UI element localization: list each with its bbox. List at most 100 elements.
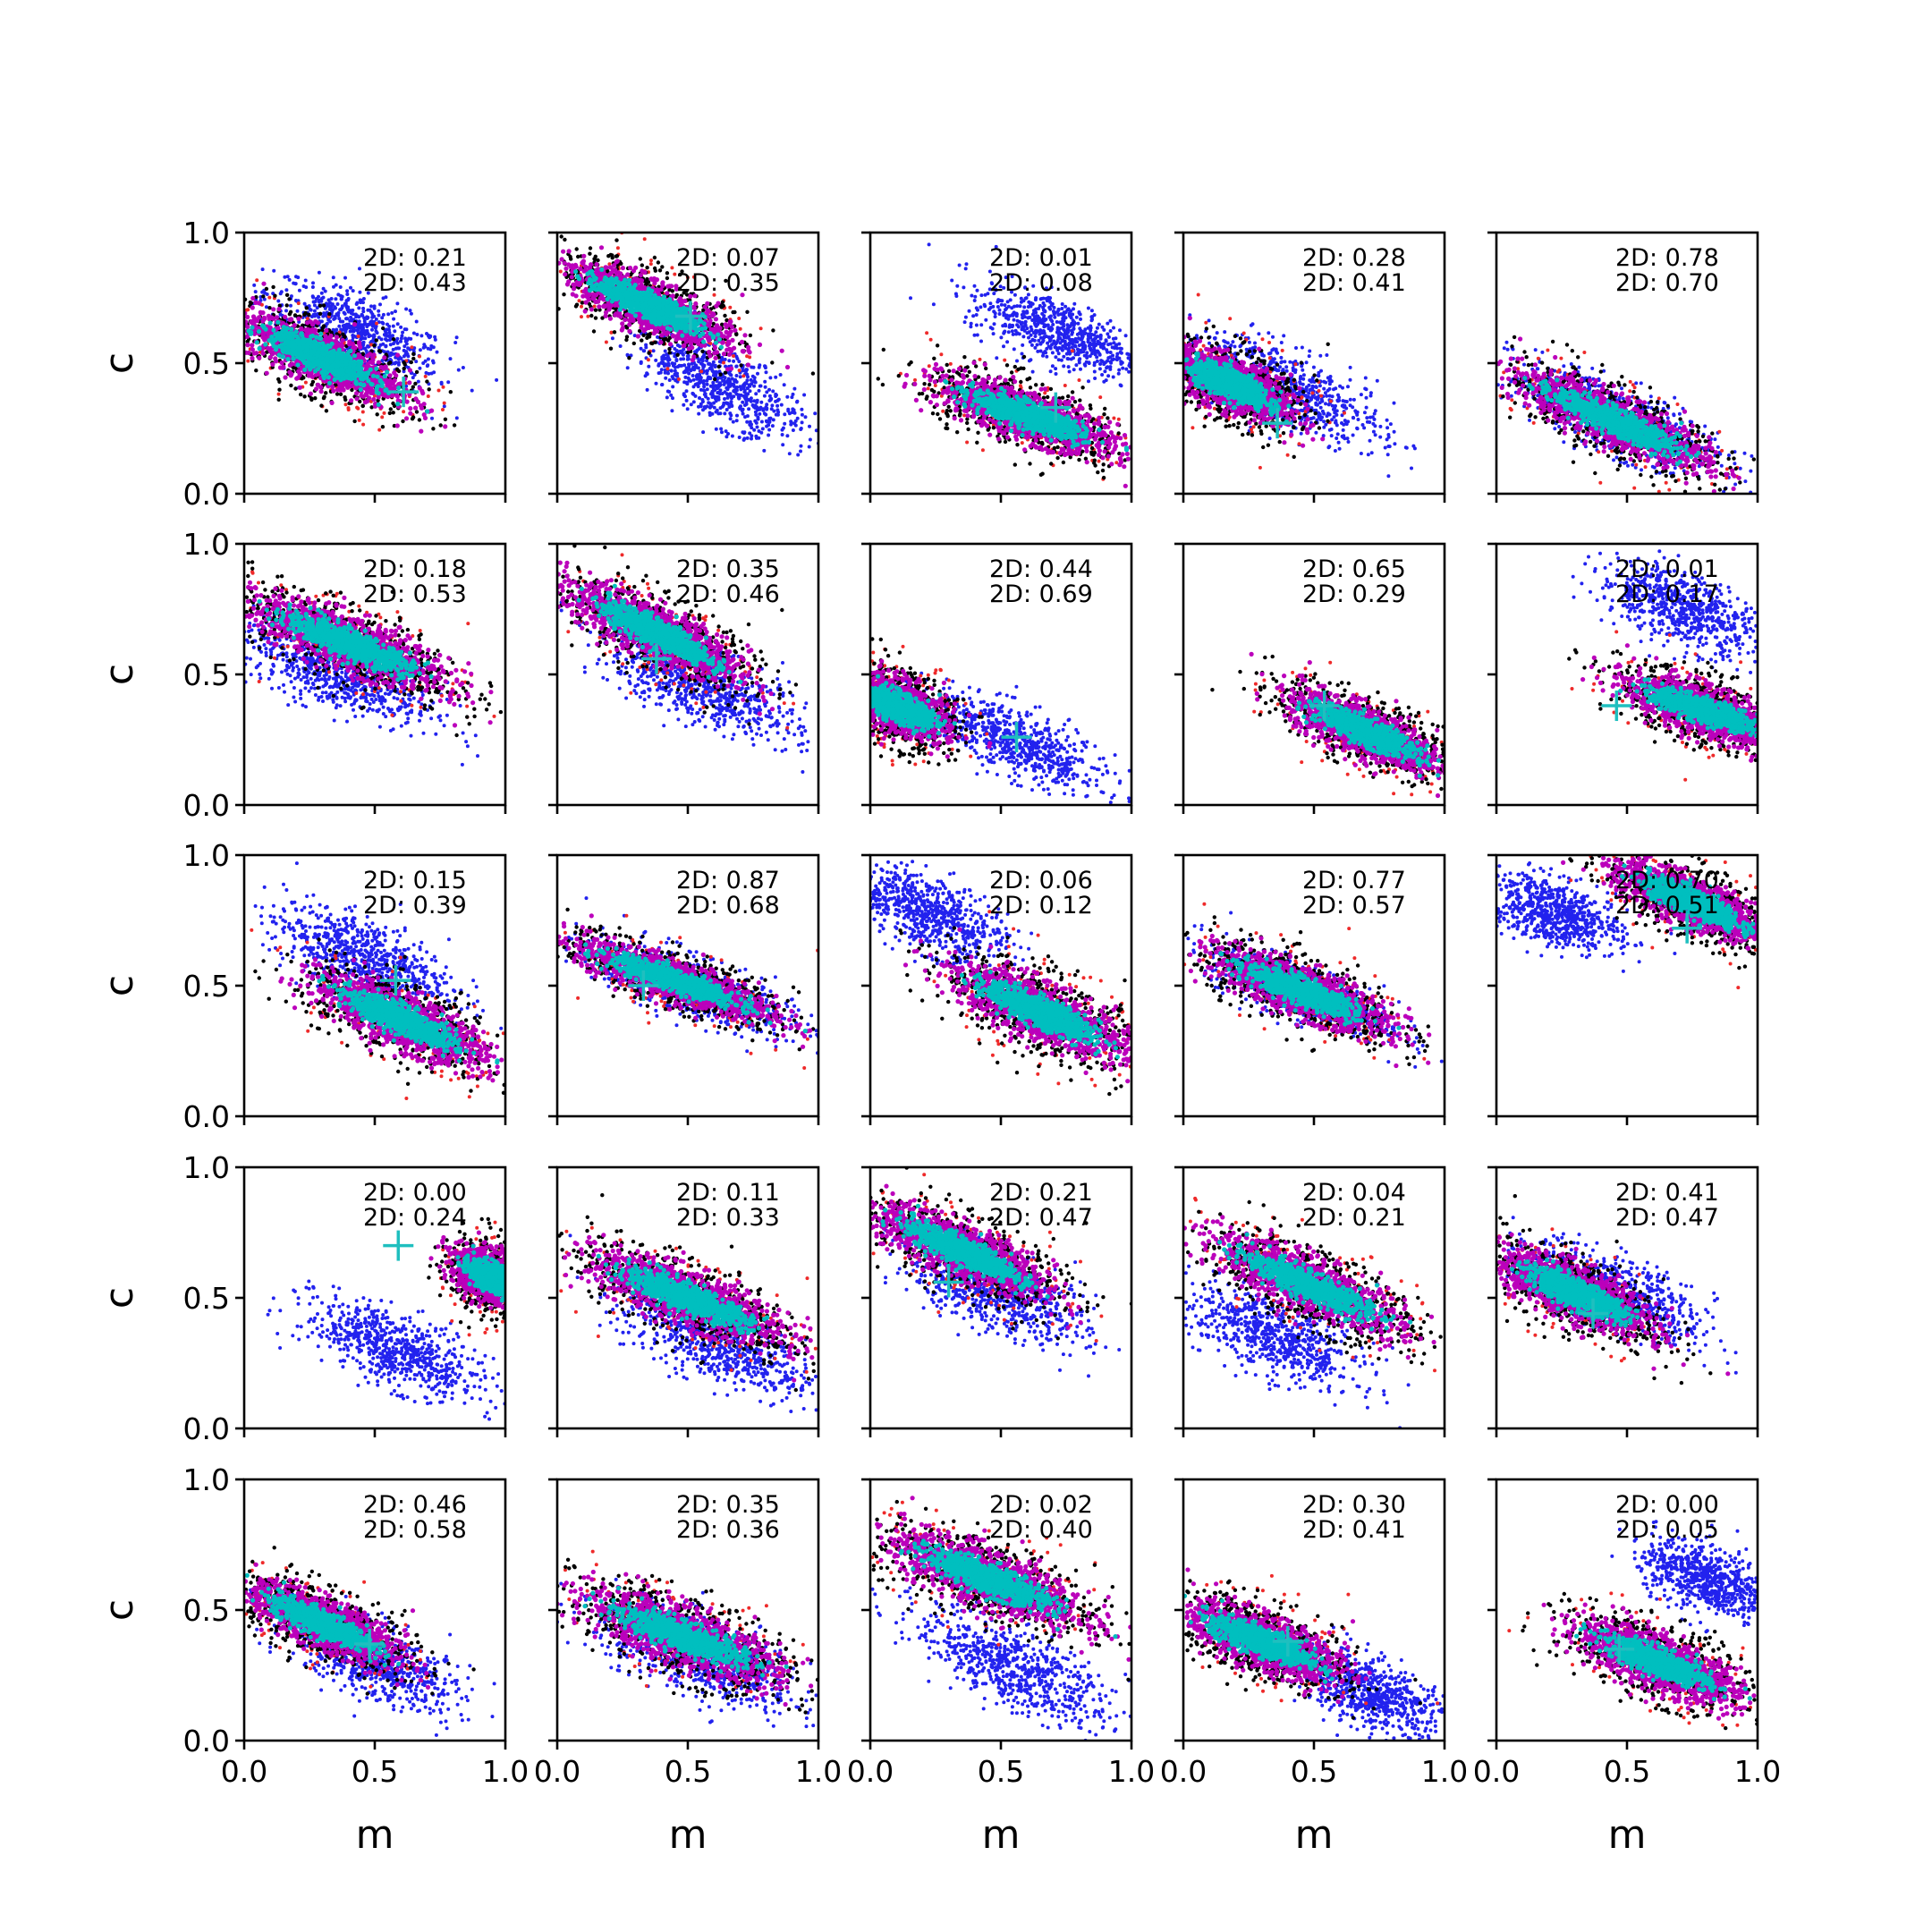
- magenta-samples-point: [316, 320, 320, 325]
- magenta-samples-point: [250, 296, 255, 301]
- red-samples-point: [739, 327, 742, 331]
- black-samples-point: [411, 357, 415, 360]
- black-samples-point: [733, 310, 736, 314]
- y-axis-label: c: [97, 352, 142, 374]
- blue-samples-point: [647, 365, 650, 369]
- blue-samples-point: [760, 420, 764, 424]
- black-samples-point: [718, 373, 722, 377]
- cyan-samples-point: [369, 368, 373, 372]
- magenta-samples-point: [265, 371, 269, 376]
- blue-samples-point: [765, 420, 768, 424]
- magenta-samples-point: [246, 351, 250, 355]
- red-samples-point: [670, 266, 674, 269]
- blue-samples-point: [338, 308, 342, 311]
- black-samples-point: [723, 314, 726, 318]
- blue-samples-point: [662, 357, 665, 360]
- blue-samples-point: [743, 389, 747, 393]
- blue-samples-point: [671, 385, 674, 388]
- blue-samples-point: [415, 333, 419, 336]
- black-samples-point: [322, 395, 326, 399]
- blue-samples-point: [429, 344, 433, 348]
- black-samples-point: [395, 368, 399, 371]
- blue-samples-point: [702, 364, 706, 368]
- black-samples-point: [745, 310, 749, 314]
- blue-samples-point: [428, 335, 431, 339]
- cyan-samples-point: [360, 374, 365, 378]
- blue-samples-point: [430, 372, 434, 376]
- black-samples-point: [285, 293, 289, 297]
- blue-samples-point: [734, 365, 738, 369]
- blue-samples-point: [792, 409, 796, 412]
- blue-samples-point: [724, 435, 728, 438]
- blue-samples-point: [753, 419, 757, 423]
- black-samples-point: [392, 337, 395, 341]
- red-samples-point: [643, 237, 647, 241]
- blue-samples-point: [446, 380, 450, 384]
- black-samples-point: [325, 409, 328, 412]
- red-samples-point: [616, 246, 620, 250]
- magenta-samples-point: [331, 389, 335, 394]
- red-samples-point: [410, 345, 413, 349]
- cyan-samples-point: [309, 335, 313, 339]
- black-samples-point: [350, 388, 353, 392]
- cyan-samples-point: [337, 348, 342, 352]
- black-samples-point: [641, 334, 645, 337]
- black-samples-point: [415, 370, 419, 374]
- blue-samples-point: [681, 349, 684, 352]
- blue-samples-point: [320, 319, 324, 323]
- blue-samples-point: [657, 371, 661, 375]
- blue-samples-point: [403, 336, 407, 340]
- cyan-samples-point: [312, 339, 317, 343]
- blue-samples-point: [355, 302, 359, 306]
- cyan-samples-point: [284, 350, 289, 354]
- magenta-samples-point: [408, 368, 412, 372]
- black-samples-point: [415, 410, 419, 413]
- blue-samples-point: [419, 348, 422, 352]
- blue-samples-point: [426, 363, 429, 367]
- black-samples-point: [580, 301, 584, 304]
- red-samples-point: [443, 402, 446, 405]
- cyan-samples-point: [348, 349, 352, 353]
- magenta-samples-point: [330, 401, 335, 405]
- blue-samples-point: [724, 358, 727, 361]
- blue-samples-point: [357, 325, 360, 328]
- blue-samples-point: [765, 425, 768, 428]
- blue-samples-point: [713, 388, 716, 392]
- magenta-samples-point: [298, 373, 302, 377]
- blue-samples-point: [673, 347, 676, 351]
- blue-samples-point: [707, 397, 710, 401]
- black-samples-point: [277, 398, 281, 402]
- red-samples-point: [441, 408, 445, 411]
- black-samples-point: [632, 342, 636, 345]
- blue-samples-point: [691, 374, 695, 377]
- magenta-samples-point: [276, 307, 281, 311]
- magenta-samples-point: [343, 382, 347, 386]
- blue-samples-point: [746, 436, 750, 440]
- cyan-samples-point: [255, 340, 259, 344]
- blue-samples-point: [785, 434, 789, 437]
- blue-samples-point: [369, 310, 373, 314]
- blue-samples-point: [771, 389, 775, 393]
- black-samples-point: [285, 303, 289, 307]
- black-samples-point: [273, 294, 276, 298]
- blue-samples-point: [401, 331, 404, 335]
- blue-samples-point: [424, 360, 428, 363]
- black-samples-point: [700, 350, 704, 353]
- magenta-samples-point: [340, 338, 344, 343]
- black-samples-point: [389, 407, 393, 411]
- black-samples-point: [411, 386, 415, 389]
- cyan-samples-point: [334, 368, 338, 372]
- blue-samples-point: [735, 374, 739, 377]
- red-samples-point: [357, 335, 360, 338]
- cyan-samples-point: [299, 332, 303, 336]
- cyan-samples-point: [250, 326, 254, 330]
- blue-samples-point: [455, 335, 459, 339]
- blue-samples-point: [365, 315, 369, 318]
- blue-samples-point: [711, 363, 715, 367]
- blue-samples-point: [362, 297, 366, 301]
- blue-samples-point: [801, 413, 804, 417]
- black-samples-point: [378, 350, 382, 353]
- blue-samples-point: [723, 383, 726, 386]
- red-samples-point: [361, 411, 365, 414]
